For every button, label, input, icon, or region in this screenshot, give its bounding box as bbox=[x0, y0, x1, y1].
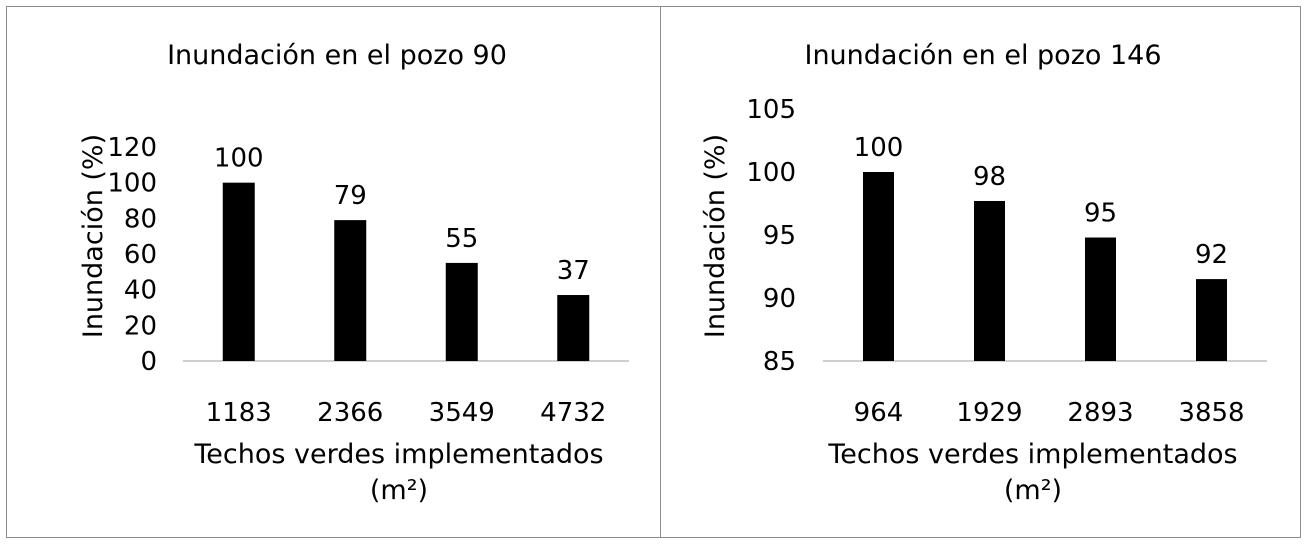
x-axis-title: Techos verdes implementados bbox=[193, 439, 603, 470]
data-label: 55 bbox=[445, 224, 478, 254]
bar bbox=[557, 295, 590, 361]
y-tick-label: 120 bbox=[107, 133, 157, 163]
x-tick-label: 2893 bbox=[1067, 398, 1133, 428]
bar bbox=[445, 262, 478, 361]
y-tick-label: 80 bbox=[124, 204, 157, 234]
y-tick-label: 85 bbox=[763, 347, 796, 377]
y-tick-label: 105 bbox=[746, 95, 796, 125]
data-label: 100 bbox=[214, 144, 264, 174]
y-tick-label: 90 bbox=[763, 284, 796, 314]
y-tick-label: 100 bbox=[107, 169, 157, 199]
bar bbox=[334, 220, 367, 361]
chart-panel-pozo-146: Inundación en el pozo 146 Inundación (%) 8… bbox=[660, 6, 1301, 538]
chart-pozo-90-svg: Inundación en el pozo 90 Inundación (%) 0 2… bbox=[78, 40, 629, 506]
x-tick-label: 3549 bbox=[429, 398, 495, 428]
data-label: 95 bbox=[1084, 199, 1117, 229]
bar bbox=[222, 182, 255, 361]
chart-panel-pozo-90: Inundación en el pozo 90 Inundación (%) 0 2… bbox=[6, 6, 662, 538]
x-axis-title-unit: (m²) bbox=[1004, 475, 1062, 506]
x-axis-title: Techos verdes implementados bbox=[827, 439, 1237, 470]
data-label: 100 bbox=[854, 133, 904, 163]
data-label: 37 bbox=[557, 256, 590, 286]
y-tick-label: 20 bbox=[124, 311, 157, 341]
bar bbox=[974, 200, 1005, 361]
x-tick-label: 3858 bbox=[1178, 398, 1244, 428]
x-tick-label: 2366 bbox=[317, 398, 383, 428]
y-tick-label: 95 bbox=[763, 221, 796, 251]
y-axis-title: Inundación (%) bbox=[700, 134, 731, 338]
y-tick-label: 100 bbox=[746, 158, 796, 188]
x-tick-label: 4732 bbox=[540, 398, 606, 428]
y-axis-title: Inundación (%) bbox=[78, 134, 109, 338]
bar bbox=[1196, 279, 1227, 361]
x-tick-label: 1183 bbox=[206, 398, 272, 428]
y-tick-label: 60 bbox=[124, 240, 157, 270]
y-tick-label: 0 bbox=[140, 347, 157, 377]
data-label: 98 bbox=[973, 162, 1006, 192]
chart-pozo-146-svg: Inundación en el pozo 146 Inundación (%) 8… bbox=[700, 40, 1267, 506]
y-tick-label: 40 bbox=[124, 276, 157, 306]
bar bbox=[863, 172, 894, 361]
chart-title: Inundación en el pozo 146 bbox=[804, 40, 1161, 71]
x-axis-title-unit: (m²) bbox=[370, 475, 428, 506]
bar bbox=[1085, 237, 1116, 361]
x-tick-label: 964 bbox=[854, 398, 904, 428]
chart-title: Inundación en el pozo 90 bbox=[167, 40, 507, 71]
data-label: 79 bbox=[334, 181, 367, 211]
x-tick-label: 1929 bbox=[956, 398, 1022, 428]
data-label: 92 bbox=[1195, 240, 1228, 270]
